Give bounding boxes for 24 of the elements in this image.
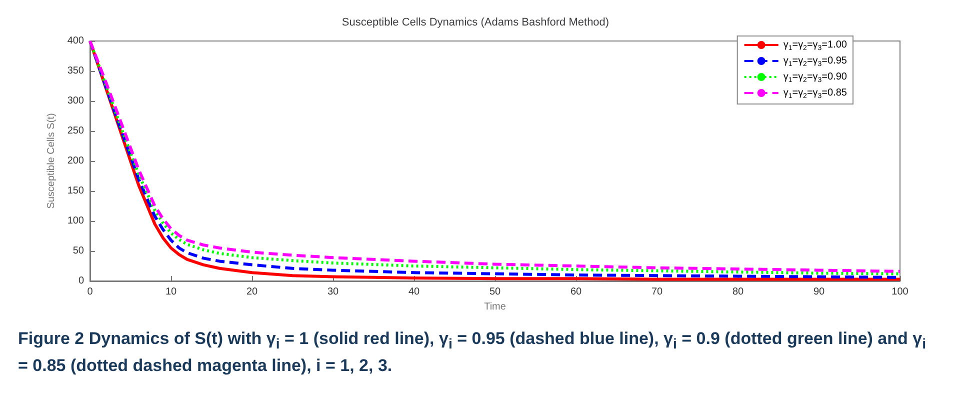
y-tick-label: 300 (67, 96, 84, 106)
x-tick-label: 100 (892, 286, 909, 298)
y-axis-title: Susceptible Cells S(t) (46, 113, 57, 209)
y-tick-label: 50 (72, 246, 84, 256)
y-tick-label: 350 (67, 66, 84, 76)
y-tick-label: 200 (67, 156, 84, 166)
x-tick-label: 10 (165, 286, 177, 298)
x-tick-label: 40 (408, 286, 420, 298)
x-tick-label: 50 (489, 286, 501, 298)
x-axis-title: Time (484, 301, 506, 312)
x-tick-label: 70 (651, 286, 663, 298)
x-tick-label: 30 (327, 286, 339, 298)
x-tick-label: 90 (813, 286, 825, 298)
y-tick-label: 250 (67, 126, 84, 136)
y-tick-label: 150 (67, 186, 84, 196)
x-tick-label: 20 (246, 286, 258, 298)
x-tick-label: 0 (87, 286, 94, 298)
y-tick-label: 400 (67, 36, 84, 46)
y-tick-label: 100 (67, 216, 84, 226)
x-tick-label: 80 (732, 286, 744, 298)
text: Figure 2 Dynamics of S(t) with γ$_{i}$ = 1 (solid red line), γ$_{i}$ = 0.95 (dashed blue line), γ$_{i}$ = 0.9 (dotted green line) and γ$_{i}$ = 0.85 (dotted dashed magenta line), i = 1, 2, 3. (18, 329, 926, 375)
y-tick-label: 0 (78, 276, 84, 286)
x-tick-label: 60 (570, 286, 582, 298)
chart-title: Susceptible Cells Dynamics (Adams Bashford Method) (342, 16, 610, 28)
